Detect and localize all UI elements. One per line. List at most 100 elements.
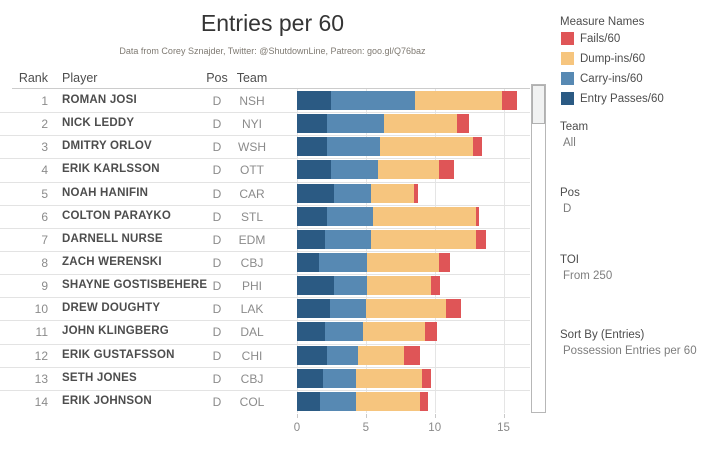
bar-segment-dump_ins[interactable] [356, 368, 423, 388]
bar-segment-entry_passes[interactable] [297, 160, 332, 180]
bar-segment-entry_passes[interactable] [297, 391, 321, 411]
bar-segment-dump_ins[interactable] [371, 229, 476, 249]
bar-segment-entry_passes[interactable] [297, 206, 328, 226]
bar-segment-dump_ins[interactable] [378, 160, 439, 180]
legend-item[interactable]: Dump-ins/60 [561, 52, 664, 65]
bar-segment-entry_passes[interactable] [297, 183, 335, 203]
table-row[interactable]: 3 DMITRY ORLOV D WSH [0, 135, 530, 160]
stacked-bar[interactable] [297, 368, 431, 388]
table-row[interactable]: 11 JOHN KLINGBERG D DAL [0, 320, 530, 345]
bar-segment-fails[interactable] [438, 252, 450, 272]
stacked-bar[interactable] [297, 299, 461, 319]
column-header-player[interactable]: Player [62, 71, 98, 85]
bar-segment-fails[interactable] [502, 91, 518, 110]
table-row[interactable]: 5 NOAH HANIFIN D CAR [0, 182, 530, 206]
bar-segment-dump_ins[interactable] [367, 276, 431, 296]
filter-label: Sort By (Entries) [560, 329, 645, 341]
column-header-team[interactable]: Team [236, 71, 268, 85]
bar-segment-entry_passes[interactable] [297, 276, 335, 296]
bar-segment-entry_passes[interactable] [297, 91, 332, 110]
table-row[interactable]: 1 ROMAN JOSI D NSH [0, 89, 530, 114]
bar-segment-fails[interactable] [422, 368, 431, 388]
legend-item[interactable]: Carry-ins/60 [561, 72, 664, 85]
bar-segment-carry_ins[interactable] [327, 114, 384, 134]
table-row[interactable]: 14 ERIK JOHNSON D COL [0, 390, 530, 413]
table-row[interactable]: 10 DREW DOUGHTY D LAK [0, 297, 530, 322]
scrollbar-thumb[interactable] [532, 85, 545, 124]
bar-segment-dump_ins[interactable] [415, 91, 503, 110]
bar-segment-carry_ins[interactable] [324, 229, 372, 249]
bar-segment-dump_ins[interactable] [372, 206, 476, 226]
stacked-bar[interactable] [297, 114, 470, 134]
bar-segment-dump_ins[interactable] [363, 322, 426, 342]
bar-segment-carry_ins[interactable] [319, 252, 368, 272]
chart-viewport: 1 ROMAN JOSI D NSH 2 NICK LEDDY D NYI 3 … [0, 89, 530, 413]
bar-segment-fails[interactable] [430, 276, 441, 296]
stacked-bar[interactable] [297, 276, 441, 296]
filter-block: Team All [560, 121, 719, 149]
stacked-bar[interactable] [297, 345, 420, 365]
bar-segment-fails[interactable] [475, 206, 479, 226]
bar-segment-dump_ins[interactable] [383, 114, 457, 134]
legend-item[interactable]: Fails/60 [561, 32, 664, 45]
stacked-bar[interactable] [297, 252, 450, 272]
table-row[interactable]: 6 COLTON PARAYKO D STL [0, 205, 530, 229]
table-row[interactable]: 8 ZACH WERENSKI D CBJ [0, 251, 530, 276]
bar-segment-entry_passes[interactable] [297, 299, 331, 319]
stacked-bar[interactable] [297, 322, 438, 342]
bar-segment-dump_ins[interactable] [367, 252, 439, 272]
bar-segment-entry_passes[interactable] [297, 368, 324, 388]
stacked-bar[interactable] [297, 206, 479, 226]
stacked-bar[interactable] [297, 160, 454, 180]
legend-item[interactable]: Entry Passes/60 [561, 92, 664, 105]
stacked-bar[interactable] [297, 229, 486, 249]
table-row[interactable]: 12 ERIK GUSTAFSSON D CHI [0, 344, 530, 368]
bar-segment-entry_passes[interactable] [297, 345, 328, 365]
bar-segment-entry_passes[interactable] [297, 229, 325, 249]
bar-segment-dump_ins[interactable] [365, 299, 446, 319]
stacked-bar[interactable] [297, 137, 482, 157]
bar-segment-dump_ins[interactable] [357, 345, 405, 365]
bar-segment-fails[interactable] [473, 137, 482, 157]
bar-segment-fails[interactable] [456, 114, 470, 134]
bar-segment-carry_ins[interactable] [334, 183, 372, 203]
bar-segment-carry_ins[interactable] [320, 391, 357, 411]
bar-segment-fails[interactable] [476, 229, 486, 249]
bar-segment-dump_ins[interactable] [371, 183, 415, 203]
bar-segment-fails[interactable] [414, 183, 419, 203]
bar-segment-dump_ins[interactable] [379, 137, 474, 157]
filter-block: TOI From 250 [560, 254, 719, 282]
stacked-bar[interactable] [297, 391, 428, 411]
table-row[interactable]: 13 SETH JONES D CBJ [0, 367, 530, 391]
stacked-bar[interactable] [297, 183, 419, 203]
bar-segment-fails[interactable] [445, 299, 461, 319]
player-cell: SETH JONES [62, 371, 137, 384]
bar-segment-fails[interactable] [419, 391, 428, 411]
bar-segment-entry_passes[interactable] [297, 114, 328, 134]
bar-segment-entry_passes[interactable] [297, 252, 320, 272]
bar-segment-entry_passes[interactable] [297, 137, 328, 157]
table-row[interactable]: 9 SHAYNE GOSTISBEHERE D PHI [0, 274, 530, 299]
bar-segment-carry_ins[interactable] [327, 206, 373, 226]
bar-segment-carry_ins[interactable] [331, 91, 416, 110]
legend-swatch-icon [561, 32, 574, 45]
bar-segment-carry_ins[interactable] [330, 299, 366, 319]
bar-segment-carry_ins[interactable] [323, 368, 357, 388]
bar-segment-carry_ins[interactable] [324, 322, 364, 342]
bar-segment-carry_ins[interactable] [334, 276, 368, 296]
bar-segment-carry_ins[interactable] [331, 160, 379, 180]
table-row[interactable]: 4 ERIK KARLSSON D OTT [0, 158, 530, 183]
bar-segment-fails[interactable] [438, 160, 454, 180]
bar-segment-fails[interactable] [404, 345, 420, 365]
bar-segment-dump_ins[interactable] [356, 391, 420, 411]
bar-segment-carry_ins[interactable] [327, 345, 358, 365]
table-row[interactable]: 7 DARNELL NURSE D EDM [0, 228, 530, 252]
column-header-pos[interactable]: Pos [206, 71, 228, 85]
vertical-scrollbar[interactable] [531, 84, 546, 413]
bar-segment-carry_ins[interactable] [327, 137, 380, 157]
table-row[interactable]: 2 NICK LEDDY D NYI [0, 112, 530, 137]
bar-segment-entry_passes[interactable] [297, 322, 325, 342]
stacked-bar[interactable] [297, 91, 518, 110]
bar-segment-fails[interactable] [425, 322, 438, 342]
column-header-rank[interactable]: Rank [18, 71, 48, 85]
